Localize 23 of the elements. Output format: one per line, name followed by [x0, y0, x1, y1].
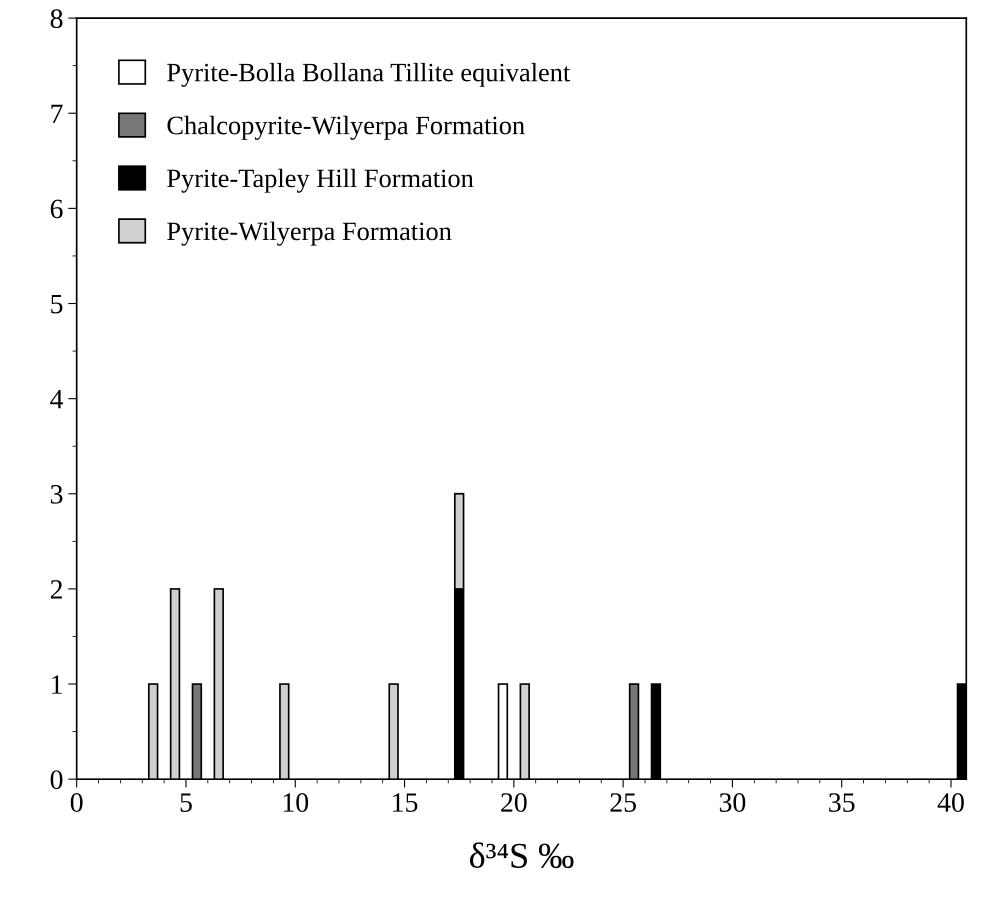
- x-tick-label: 35: [829, 793, 855, 812]
- x-tick-label: 40: [938, 793, 964, 812]
- legend-label: Pyrite-Bolla Bollana Tillite equivalent: [167, 62, 570, 87]
- legend-label: Pyrite-Tapley Hill Formation: [167, 168, 474, 193]
- y-tick-label: 6: [50, 200, 63, 218]
- y-tick-label: 7: [51, 104, 63, 123]
- x-tick-label: 25: [610, 793, 636, 812]
- x-tick-label: 10: [284, 793, 308, 812]
- x-tick-label: 5: [180, 793, 192, 812]
- x-tick-label: 20: [501, 793, 527, 812]
- y-tick-label: 2: [50, 580, 62, 599]
- y-tick-label: 5: [51, 294, 62, 314]
- y-tick-label: 1: [52, 675, 62, 694]
- x-tick-label: 0: [70, 793, 83, 812]
- y-tick-label: 3: [50, 485, 62, 504]
- y-tick-label: 8: [50, 9, 62, 28]
- x-axis-title: δ³⁴S ‰: [470, 842, 574, 868]
- y-tick-label: 0: [50, 770, 62, 790]
- legend-label: Pyrite-Wilyerpa Formation: [167, 222, 452, 246]
- y-tick-label: 4: [50, 390, 64, 408]
- x-tick-label: 30: [720, 793, 746, 812]
- legend-label: Chalcopyrite-Wilyerpa Formation: [167, 116, 525, 140]
- x-tick-label: 15: [393, 793, 418, 812]
